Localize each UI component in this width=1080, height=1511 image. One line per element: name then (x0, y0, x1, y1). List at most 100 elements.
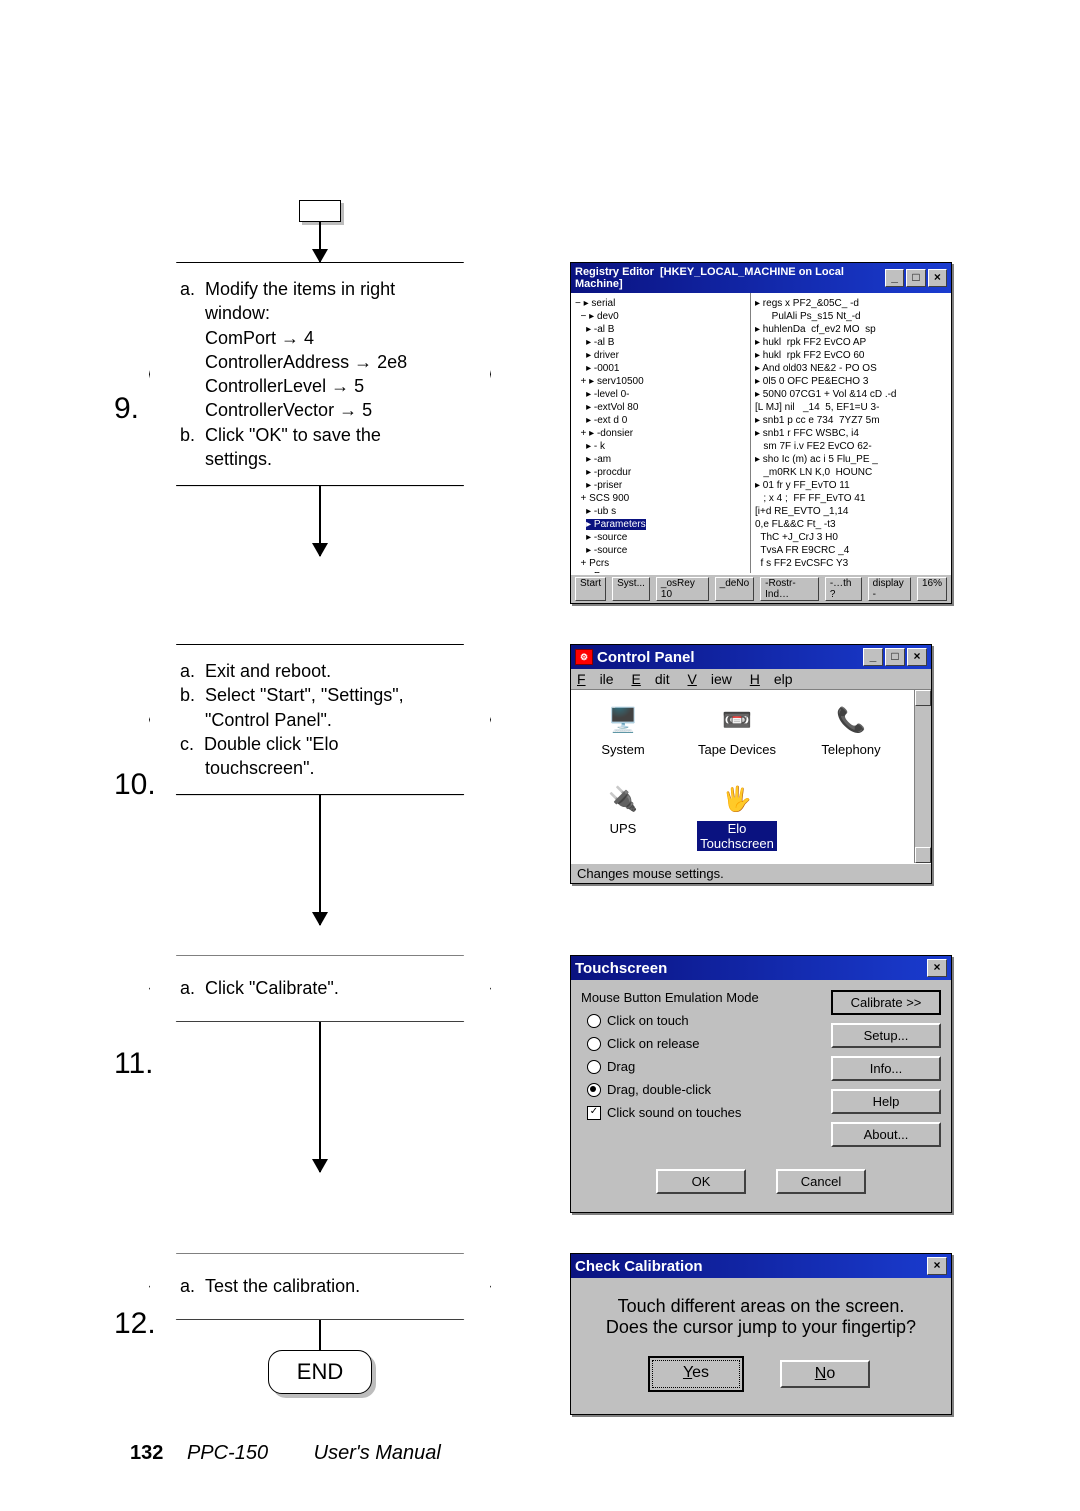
tape-devices-icon: 📼 (717, 702, 757, 738)
taskbar-button[interactable]: Start (575, 577, 606, 601)
taskbar-button[interactable]: _osRey 10 (656, 577, 709, 601)
cp-titlebar: ⚙ Control Panel _ □ × (571, 645, 931, 669)
cp-item-elo-touchscreen[interactable]: 🖐️ Elo Touchscreen (697, 781, 777, 851)
setup-button[interactable]: Setup... (831, 1023, 941, 1048)
footer-model: PPC-150 (187, 1442, 268, 1464)
close-icon[interactable]: × (907, 648, 927, 666)
row-step-11: 11. a. Click "Calibrate". Touchscreen × (120, 955, 960, 1223)
cp-menubar: File Edit View Help (571, 669, 931, 690)
connector (319, 795, 321, 925)
system-icon: 🖥️ (603, 702, 643, 738)
yes-button[interactable]: Yes (652, 1360, 740, 1388)
ts-titlebar: Touchscreen × (571, 956, 951, 980)
minimize-icon[interactable]: _ (863, 648, 883, 666)
cp-item-tape-devices[interactable]: 📼 Tape Devices (697, 702, 777, 757)
registry-body: − ▸ serial − ▸ dev0 ▸ -al B ▸ -al B ▸ dr… (571, 293, 951, 573)
connector (319, 486, 321, 556)
minimize-icon[interactable]: _ (885, 269, 904, 287)
step-number-9: 9. (114, 392, 139, 426)
radio-click-on-touch[interactable]: Click on touch (587, 1013, 821, 1028)
arrow-down-icon (312, 912, 328, 926)
page-footer: 132 PPC-150 User's Manual (130, 1442, 441, 1465)
taskbar-button[interactable]: Syst... (612, 577, 650, 601)
cp-appicon: ⚙ (575, 649, 593, 665)
cp-item-label: Tape Devices (698, 742, 776, 757)
cp-item-ups[interactable]: 🔌 UPS (583, 781, 663, 851)
calib-body: Touch different areas on the screen. Doe… (571, 1278, 951, 1414)
touchscreen-properties-window: Touchscreen × Mouse Button Emulation Mod… (570, 955, 952, 1213)
step-10-box: a. Exit and reboot. b. Select "Start", "… (149, 644, 491, 795)
close-icon[interactable]: × (927, 959, 947, 977)
registry-editor-window: Registry Editor [HKEY_LOCAL_MACHINE on L… (570, 262, 952, 604)
step-12-text: a. Test the calibration. (180, 1274, 460, 1298)
about-button[interactable]: About... (831, 1122, 941, 1147)
row-step-12: 12. a. Test the calibration. END Check C… (120, 1253, 960, 1425)
arrow-down-icon (312, 249, 328, 263)
calib-line1: Touch different areas on the screen. (591, 1296, 931, 1317)
cp-item-system[interactable]: 🖥️System (583, 702, 663, 757)
page-number: 132 (130, 1442, 163, 1464)
radio-click-on-release[interactable]: Click on release (587, 1036, 821, 1051)
end-terminator: END (268, 1350, 372, 1394)
connector (319, 1320, 321, 1350)
taskbar-button[interactable]: _deNo (715, 577, 754, 601)
connector (319, 1022, 321, 1172)
helpbutton[interactable]: Help (831, 1089, 941, 1114)
taskbar-button[interactable]: -Rostr-Ind… (760, 577, 819, 601)
ups-icon: 🔌 (603, 781, 643, 817)
step-number-12: 12. (114, 1307, 156, 1341)
cp-statusbar: Changes mouse settings. (571, 863, 931, 883)
menu-help[interactable]: Help (750, 671, 793, 687)
cp-item-label: UPS (610, 821, 637, 836)
checkbox-click-sound[interactable]: Click sound on touches (587, 1105, 821, 1120)
check-calibration-dialog: Check Calibration × Touch different area… (570, 1253, 952, 1415)
row-step-10: 10. a. Exit and reboot. b. Select "Start… (120, 644, 960, 925)
menu-view[interactable]: View (688, 671, 732, 687)
radio-drag[interactable]: Drag (587, 1059, 821, 1074)
step-9-text: a. Modify the items in right window: Com… (180, 277, 460, 471)
cp-item-telephony[interactable]: 📞Telephony (811, 702, 891, 757)
maximize-icon[interactable]: □ (906, 269, 925, 287)
info-button[interactable]: Info... (831, 1056, 941, 1081)
arrow-down-icon (312, 1159, 328, 1173)
footer-doc: User's Manual (314, 1442, 441, 1464)
ts-left: Mouse Button Emulation Mode Click on tou… (581, 990, 821, 1155)
cp-item-label: Elo Touchscreen (697, 821, 777, 851)
registry-title: Registry Editor [HKEY_LOCAL_MACHINE on L… (575, 266, 883, 290)
scrollbar[interactable] (914, 690, 931, 863)
arrow-down-icon (312, 543, 328, 557)
taskbar: StartSyst..._osRey 10_deNo-Rostr-Ind…-…t… (571, 573, 951, 603)
content: 9. a. Modify the items in right window: … (120, 200, 960, 1455)
taskbar-button[interactable]: display - (868, 577, 911, 601)
ts-bottom-buttons: OK Cancel (571, 1165, 951, 1212)
taskbar-button[interactable]: 16% (917, 577, 947, 601)
close-icon[interactable]: × (928, 269, 947, 287)
cp-item-label: Telephony (821, 742, 880, 757)
ts-group-title: Mouse Button Emulation Mode (581, 990, 821, 1005)
calib-titlebar: Check Calibration × (571, 1254, 951, 1278)
registry-titlebar: Registry Editor [HKEY_LOCAL_MACHINE on L… (571, 263, 951, 293)
calib-line2: Does the cursor jump to your fingertip? (591, 1317, 931, 1338)
maximize-icon[interactable]: □ (885, 648, 905, 666)
radio-drag-double-click[interactable]: Drag, double-click (587, 1082, 821, 1097)
taskbar-button[interactable]: -…th ? (825, 577, 862, 601)
cancel-button[interactable]: Cancel (776, 1169, 866, 1194)
ts-right-buttons: Calibrate >> Setup... Info... Help About... (831, 990, 941, 1155)
close-icon[interactable]: × (927, 1257, 947, 1275)
registry-tree[interactable]: − ▸ serial − ▸ dev0 ▸ -al B ▸ -al B ▸ dr… (571, 293, 751, 573)
step-number-11: 11. (114, 1047, 153, 1081)
calibrate-button[interactable]: Calibrate >> (831, 990, 941, 1015)
calib-title: Check Calibration (575, 1258, 703, 1275)
step-12-box: a. Test the calibration. (149, 1253, 491, 1319)
menu-file[interactable]: File (577, 671, 614, 687)
connector (319, 222, 321, 262)
flow-continuation-prev (299, 200, 341, 222)
menu-edit[interactable]: Edit (631, 671, 669, 687)
elo-touchscreen-icon: 🖐️ (717, 781, 757, 817)
ok-button[interactable]: OK (656, 1169, 746, 1194)
registry-values[interactable]: ▸ regs x PF2_&05C_ -d PulAli Ps_s15 Nt_-… (751, 293, 951, 573)
no-button[interactable]: No (780, 1360, 870, 1388)
cp-title: Control Panel (597, 649, 695, 666)
cp-items: 🖥️System 📼 Tape Devices 📞Telephony 🔌 UPS 🖐️ Elo… (571, 690, 914, 863)
control-panel-window: ⚙ Control Panel _ □ × File Edit View Hel… (570, 644, 932, 884)
